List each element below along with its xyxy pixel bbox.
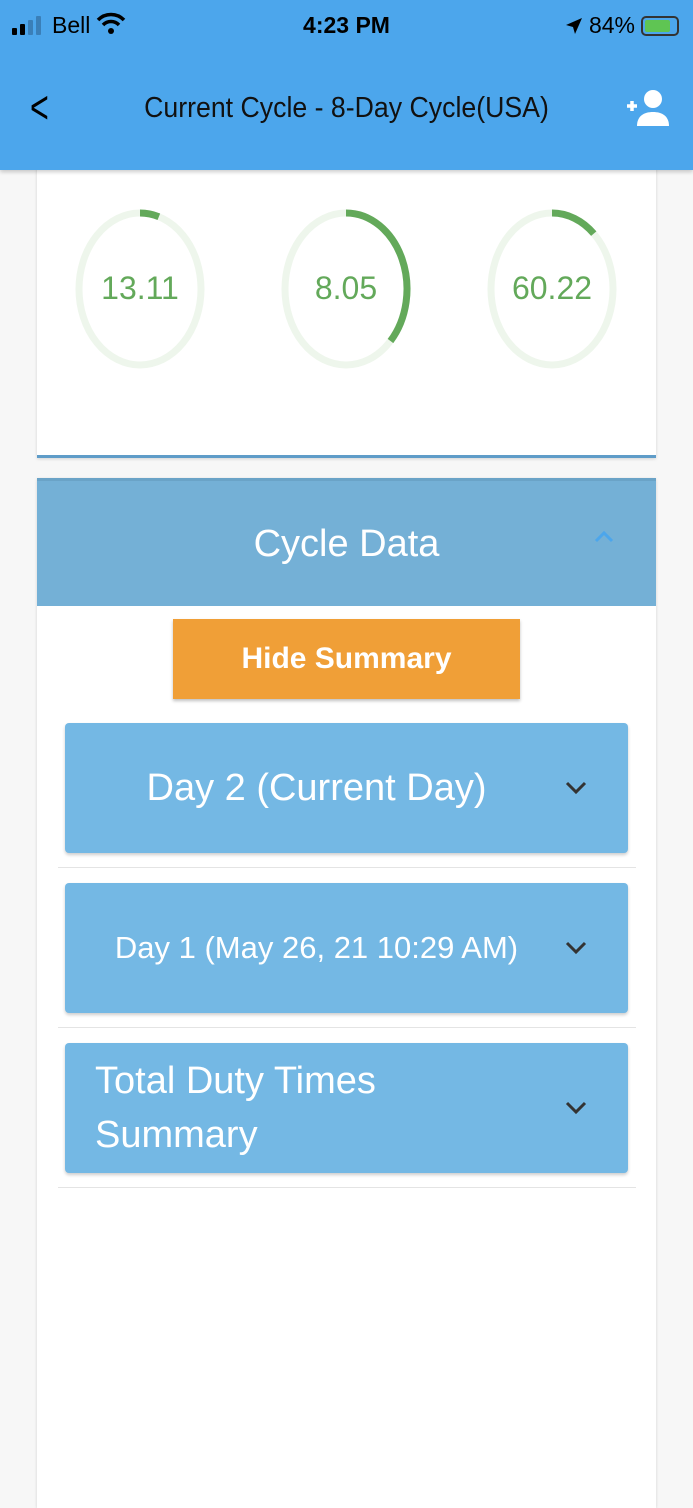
gauge-value: 8.05 [314, 270, 378, 306]
add-user-icon[interactable] [625, 88, 671, 128]
gauge-card: 13.11 8.05 60.22 [37, 150, 656, 458]
wifi-icon [96, 12, 126, 40]
chevron-down-icon [565, 781, 587, 795]
signal-icon [12, 16, 41, 35]
back-button[interactable]: < [30, 81, 49, 133]
gauge-ring [75, 209, 205, 369]
gauge-ring [487, 209, 617, 369]
hide-summary-button[interactable]: Hide Summary [173, 619, 520, 699]
cycle-data-panel: Cycle Data Hide Summary Day 2 (Current D… [37, 478, 656, 1508]
gauge-progress-arc [551, 209, 597, 236]
accordion-label: Day 2 (Current Day) [146, 766, 487, 809]
gauge-ring [281, 209, 411, 369]
location-icon [565, 17, 582, 34]
battery-percent: 84% [588, 12, 635, 38]
accordion-total-duty-times[interactable]: Total Duty Times Summary [65, 1043, 628, 1173]
app-header: Bell 4:23 PM 84% < Current Cycle - 8-Day… [0, 0, 693, 170]
accordion-label: Total Duty Times Summary [95, 1060, 376, 1156]
accordion-label: Day 1 (May 26, 21 10:29 AM) [114, 930, 519, 965]
gauge-progress-arc [139, 209, 161, 221]
clock: 4:23 PM [303, 12, 390, 38]
chevron-down-icon [565, 1101, 587, 1115]
status-bar: Bell 4:23 PM 84% [0, 10, 693, 40]
chevron-down-icon [565, 941, 587, 955]
cycle-data-header[interactable]: Cycle Data [37, 478, 656, 606]
gauge-progress-arc [345, 209, 411, 344]
gauge-3: 60.22 [486, 208, 618, 370]
battery-icon [641, 15, 679, 36]
carrier: Bell [52, 12, 91, 38]
page-title: Current Cycle - 8-Day Cycle(USA) [144, 92, 549, 124]
chevron-up-icon [594, 530, 614, 543]
gauge-value: 60.22 [511, 270, 593, 306]
accordion-day-1[interactable]: Day 1 (May 26, 21 10:29 AM) [65, 883, 628, 1013]
accordion-day-2[interactable]: Day 2 (Current Day) [65, 723, 628, 853]
gauge-value: 13.11 [101, 270, 179, 306]
gauge-1: 13.11 [74, 208, 206, 370]
cycle-data-title: Cycle Data [253, 523, 440, 565]
gauge-2: 8.05 [280, 208, 412, 370]
